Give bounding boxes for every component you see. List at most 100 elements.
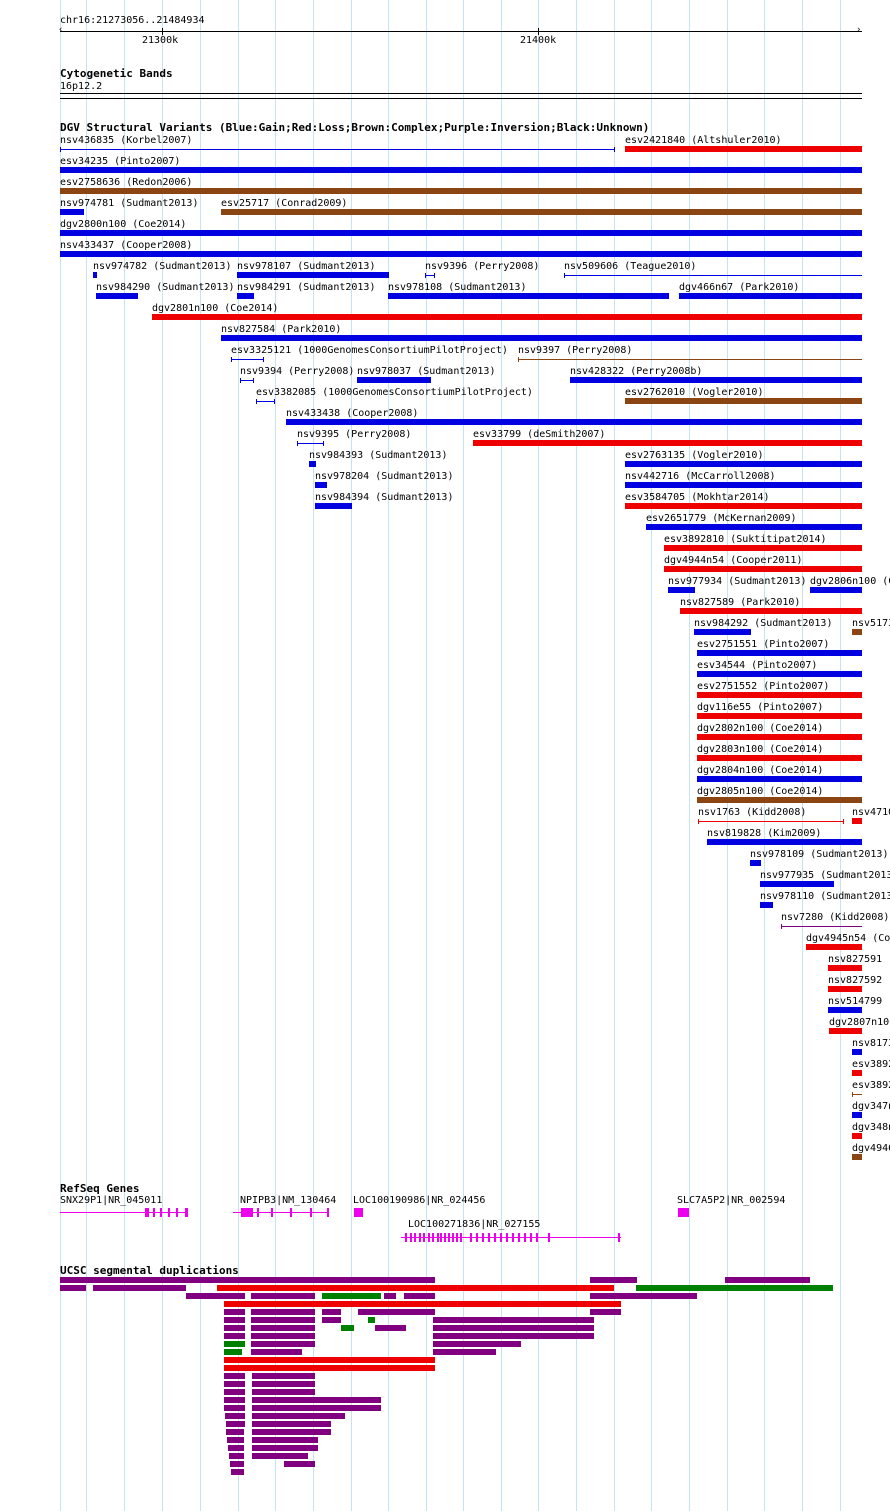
segdup-feature[interactable] [224,1381,245,1387]
dgv-variant-label[interactable]: nsv978108 (Sudmant2013) [388,282,527,293]
refseq-exon[interactable] [440,1233,442,1242]
dgv-variant-label[interactable]: esv2763135 (Vogler2010) [625,450,764,461]
dgv-variant-label[interactable]: nsv984290 (Sudmant2013) [96,282,235,293]
segdup-feature[interactable] [224,1365,435,1371]
dgv-variant-bar[interactable] [425,275,434,276]
segdup-feature[interactable] [224,1341,245,1347]
dgv-variant-bar[interactable] [309,461,316,467]
dgv-variant-label[interactable]: nsv977935 (Sudmant2013 [760,870,890,881]
segdup-feature[interactable] [224,1333,245,1339]
dgv-variant-label[interactable]: nsv984393 (Sudmant2013) [309,450,448,461]
segdup-feature[interactable] [224,1373,245,1379]
dgv-variant-bar[interactable] [694,629,751,635]
refseq-exon[interactable] [524,1233,526,1242]
refseq-exon[interactable] [354,1208,363,1217]
segdup-feature[interactable] [251,1349,302,1355]
dgv-variant-label[interactable]: dgv2804n100 (Coe2014) [697,765,824,776]
dgv-variant-label[interactable]: esv33799 (deSmith2007) [473,429,606,440]
refseq-exon[interactable] [432,1233,434,1242]
refseq-exon[interactable] [414,1233,416,1242]
segdup-feature[interactable] [590,1277,637,1283]
segdup-feature[interactable] [433,1317,594,1323]
dgv-variant-bar[interactable] [852,818,862,824]
dgv-variant-label[interactable]: esv2421840 (Altshuler2010) [625,135,782,146]
dgv-variant-label[interactable]: esv2751552 (Pinto2007) [697,681,830,692]
dgv-variant-bar[interactable] [60,209,84,215]
segdup-feature[interactable] [284,1461,315,1467]
segdup-feature[interactable] [251,1341,315,1347]
refseq-exon[interactable] [428,1233,430,1242]
segdup-feature[interactable] [252,1429,331,1435]
dgv-variant-label[interactable]: dgv4944n54 (Cooper2011) [664,555,803,566]
segdup-feature[interactable] [224,1389,245,1395]
segdup-feature[interactable] [252,1397,381,1403]
dgv-variant-bar[interactable] [852,1133,862,1139]
dgv-variant-label[interactable]: esv3584705 (Mokhtar2014) [625,492,770,503]
dgv-variant-label[interactable]: dgv466n67 (Park2010) [679,282,800,293]
refseq-intron[interactable] [401,1237,621,1238]
segdup-feature[interactable] [433,1325,594,1331]
dgv-variant-bar[interactable] [152,314,862,320]
dgv-variant-bar[interactable] [697,671,862,677]
refseq-exon[interactable] [512,1233,514,1242]
segdup-feature[interactable] [230,1461,244,1467]
refseq-exon[interactable] [482,1233,484,1242]
dgv-variant-bar[interactable] [697,797,862,803]
refseq-gene-label[interactable]: LOC100190986|NR_024456 [353,1195,486,1206]
refseq-intron[interactable] [233,1212,329,1213]
dgv-variant-label[interactable]: esv2762010 (Vogler2010) [625,387,764,398]
dgv-variant-bar[interactable] [625,398,862,404]
dgv-variant-bar[interactable] [60,230,862,236]
dgv-variant-label[interactable]: nsv974781 (Sudmant2013) [60,198,199,209]
dgv-variant-label[interactable]: nsv827591 [828,954,883,965]
segdup-feature[interactable] [590,1293,697,1299]
dgv-variant-bar[interactable] [564,275,862,276]
refseq-exon[interactable] [448,1233,450,1242]
dgv-variant-bar[interactable] [852,1112,862,1118]
dgv-variant-bar[interactable] [570,377,862,383]
dgv-variant-label[interactable]: nsv984292 (Sudmant2013) [694,618,833,629]
refseq-exon[interactable] [419,1233,421,1242]
refseq-exon[interactable] [168,1208,170,1217]
refseq-exon[interactable] [310,1208,312,1217]
dgv-variant-bar[interactable] [625,146,862,152]
refseq-exon[interactable] [476,1233,478,1242]
segdup-feature[interactable] [229,1453,244,1459]
segdup-feature[interactable] [225,1413,245,1419]
dgv-variant-bar[interactable] [625,482,862,488]
refseq-exon[interactable] [153,1208,155,1217]
refseq-exon[interactable] [437,1233,439,1242]
refseq-exon[interactable] [271,1208,273,1217]
dgv-variant-label[interactable]: dgv2801n100 (Coe2014) [152,303,279,314]
segdup-feature[interactable] [322,1293,381,1299]
dgv-variant-bar[interactable] [221,209,862,215]
dgv-variant-bar[interactable] [60,167,862,173]
refseq-exon[interactable] [530,1233,532,1242]
dgv-variant-label[interactable]: nsv509606 (Teague2010) [564,261,697,272]
segdup-feature[interactable] [224,1397,245,1403]
segdup-feature[interactable] [341,1325,354,1331]
refseq-exon[interactable] [452,1233,454,1242]
segdup-feature[interactable] [251,1333,315,1339]
refseq-exon[interactable] [145,1208,149,1217]
dgv-variant-bar[interactable] [750,860,761,866]
refseq-exon[interactable] [460,1233,462,1242]
dgv-variant-bar[interactable] [93,272,97,278]
refseq-exon[interactable] [410,1233,412,1242]
dgv-variant-bar[interactable] [388,293,669,299]
dgv-variant-bar[interactable] [852,1070,862,1076]
segdup-feature[interactable] [60,1285,86,1291]
dgv-variant-label[interactable]: nsv7280 (Kidd2008) [781,912,890,923]
dgv-variant-label[interactable]: nsv1763 (Kidd2008) [698,807,807,818]
dgv-variant-label[interactable]: nsv436835 (Korbel2007) [60,135,193,146]
segdup-feature[interactable] [384,1293,396,1299]
dgv-variant-bar[interactable] [664,566,862,572]
refseq-exon[interactable] [536,1233,538,1242]
segdup-feature[interactable] [725,1277,810,1283]
segdup-feature[interactable] [368,1317,375,1323]
segdup-feature[interactable] [433,1333,594,1339]
dgv-variant-bar[interactable] [646,524,862,530]
dgv-variant-bar[interactable] [297,443,323,444]
dgv-variant-bar[interactable] [697,650,862,656]
dgv-variant-bar[interactable] [760,881,834,887]
